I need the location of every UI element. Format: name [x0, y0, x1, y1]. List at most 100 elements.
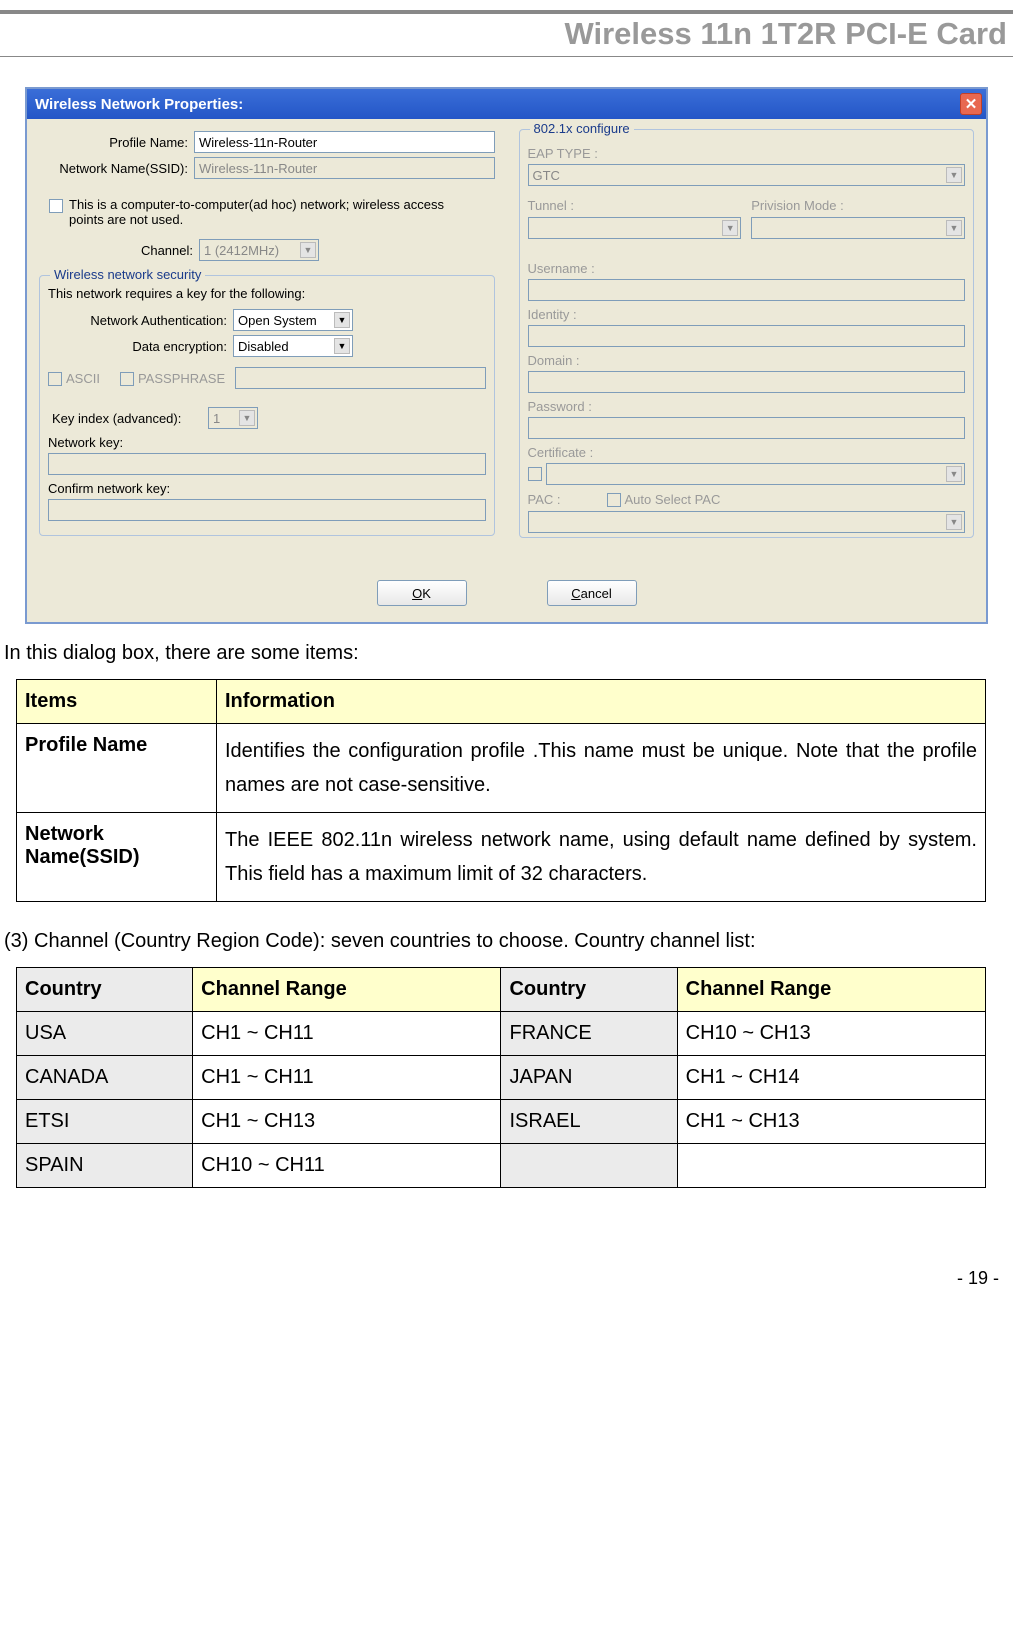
passphrase-input: [235, 367, 485, 389]
cancel-button[interactable]: Cancel: [547, 580, 637, 606]
table-cell: FRANCE: [501, 1012, 677, 1056]
ssid-label: Network Name(SSID):: [39, 161, 194, 176]
identity-label: Identity :: [528, 307, 966, 322]
chevron-down-icon[interactable]: ▼: [334, 312, 350, 328]
identity-input: [528, 325, 966, 347]
chevron-down-icon: ▼: [946, 220, 962, 236]
adhoc-checkbox[interactable]: [49, 199, 63, 213]
dialog-window: Wireless Network Properties: ✕ Profile N…: [25, 87, 988, 624]
net-auth-label: Network Authentication:: [48, 313, 233, 328]
certificate-label: Certificate :: [528, 445, 966, 460]
password-input: [528, 417, 966, 439]
dot1x-fieldset: 802.1x configure EAP TYPE : GTC▼ Tunnel …: [519, 129, 975, 538]
items-header: Items: [17, 680, 217, 724]
eap-type-value: GTC: [533, 168, 560, 183]
dot1x-legend: 802.1x configure: [530, 121, 634, 136]
info-header: Information: [217, 680, 986, 724]
dialog-titlebar: Wireless Network Properties: ✕: [27, 89, 986, 119]
passphrase-checkbox: [120, 372, 134, 386]
page-header-title: Wireless 11n 1T2R PCI-E Card: [0, 14, 1013, 57]
table-header: Country: [501, 968, 677, 1012]
security-legend: Wireless network security: [50, 267, 205, 282]
table-cell: CH1 ~ CH14: [677, 1056, 985, 1100]
table-header: Channel Range: [677, 968, 985, 1012]
chevron-down-icon: ▼: [946, 466, 962, 482]
close-icon[interactable]: ✕: [960, 93, 982, 115]
password-label: Password :: [528, 399, 966, 414]
network-key-label: Network key:: [48, 435, 486, 450]
page-number: - 19 -: [0, 1208, 1013, 1289]
channel-select: 1 (2412MHz) ▼: [199, 239, 319, 261]
ssid-input: [194, 157, 495, 179]
passphrase-label: PASSPHRASE: [138, 371, 225, 386]
pac-label: PAC :: [528, 492, 561, 507]
table-cell: ETSI: [17, 1100, 193, 1144]
confirm-key-label: Confirm network key:: [48, 481, 486, 496]
table-cell: Identifies the configuration profile .Th…: [217, 724, 986, 813]
tunnel-label: Tunnel :: [528, 198, 742, 213]
section3-text: (3) Channel (Country Region Code): seven…: [0, 922, 1013, 959]
table-cell: Network Name(SSID): [17, 813, 217, 902]
table-header: Country: [17, 968, 193, 1012]
channel-label: Channel:: [79, 243, 199, 258]
table-cell: [677, 1144, 985, 1188]
ascii-checkbox: [48, 372, 62, 386]
table-cell: CH1 ~ CH11: [193, 1012, 501, 1056]
chevron-down-icon: ▼: [300, 242, 316, 258]
table-cell: CH1 ~ CH13: [193, 1100, 501, 1144]
adhoc-label: This is a computer-to-computer(ad hoc) n…: [69, 197, 449, 227]
data-enc-label: Data encryption:: [48, 339, 233, 354]
provision-label: Privision Mode :: [751, 198, 965, 213]
net-auth-select[interactable]: Open System ▼: [233, 309, 353, 331]
net-auth-value: Open System: [238, 313, 317, 328]
auto-pac-label: Auto Select PAC: [625, 492, 721, 507]
key-index-value: 1: [213, 411, 220, 426]
dialog-title: Wireless Network Properties:: [35, 96, 243, 113]
table-cell: SPAIN: [17, 1144, 193, 1188]
username-input: [528, 279, 966, 301]
key-index-label: Key index (advanced):: [48, 411, 208, 426]
ascii-label: ASCII: [66, 371, 100, 386]
auto-pac-checkbox: [607, 493, 621, 507]
pac-select: ▼: [528, 511, 966, 533]
ok-button[interactable]: OK: [377, 580, 467, 606]
chevron-down-icon: ▼: [722, 220, 738, 236]
security-fieldset: Wireless network security This network r…: [39, 275, 495, 536]
table-cell: JAPAN: [501, 1056, 677, 1100]
table-cell: The IEEE 802.11n wireless network name, …: [217, 813, 986, 902]
chevron-down-icon: ▼: [946, 514, 962, 530]
profile-name-input[interactable]: [194, 131, 495, 153]
confirm-key-input: [48, 499, 486, 521]
table-cell: Profile Name: [17, 724, 217, 813]
domain-label: Domain :: [528, 353, 966, 368]
network-key-input: [48, 453, 486, 475]
certificate-select: ▼: [546, 463, 966, 485]
channel-value: 1 (2412MHz): [204, 243, 279, 258]
data-enc-value: Disabled: [238, 339, 289, 354]
provision-select: ▼: [751, 217, 965, 239]
intro-text: In this dialog box, there are some items…: [0, 634, 1013, 671]
tunnel-select: ▼: [528, 217, 742, 239]
key-index-select: 1▼: [208, 407, 258, 429]
username-label: Username :: [528, 261, 966, 276]
table-cell: USA: [17, 1012, 193, 1056]
eap-type-label: EAP TYPE :: [528, 146, 966, 161]
chevron-down-icon[interactable]: ▼: [334, 338, 350, 354]
items-table: Items Information Profile Name Identifie…: [16, 679, 986, 902]
table-cell: [501, 1144, 677, 1188]
table-cell: ISRAEL: [501, 1100, 677, 1144]
chevron-down-icon: ▼: [946, 167, 962, 183]
table-cell: CANADA: [17, 1056, 193, 1100]
table-cell: CH1 ~ CH11: [193, 1056, 501, 1100]
profile-name-label: Profile Name:: [39, 135, 194, 150]
chevron-down-icon: ▼: [239, 410, 255, 426]
table-cell: CH10 ~ CH13: [677, 1012, 985, 1056]
certificate-checkbox: [528, 467, 542, 481]
data-enc-select[interactable]: Disabled ▼: [233, 335, 353, 357]
eap-type-select: GTC ▼: [528, 164, 966, 186]
table-header: Channel Range: [193, 968, 501, 1012]
domain-input: [528, 371, 966, 393]
country-table: Country Channel Range Country Channel Ra…: [16, 967, 986, 1188]
table-cell: CH1 ~ CH13: [677, 1100, 985, 1144]
table-cell: CH10 ~ CH11: [193, 1144, 501, 1188]
